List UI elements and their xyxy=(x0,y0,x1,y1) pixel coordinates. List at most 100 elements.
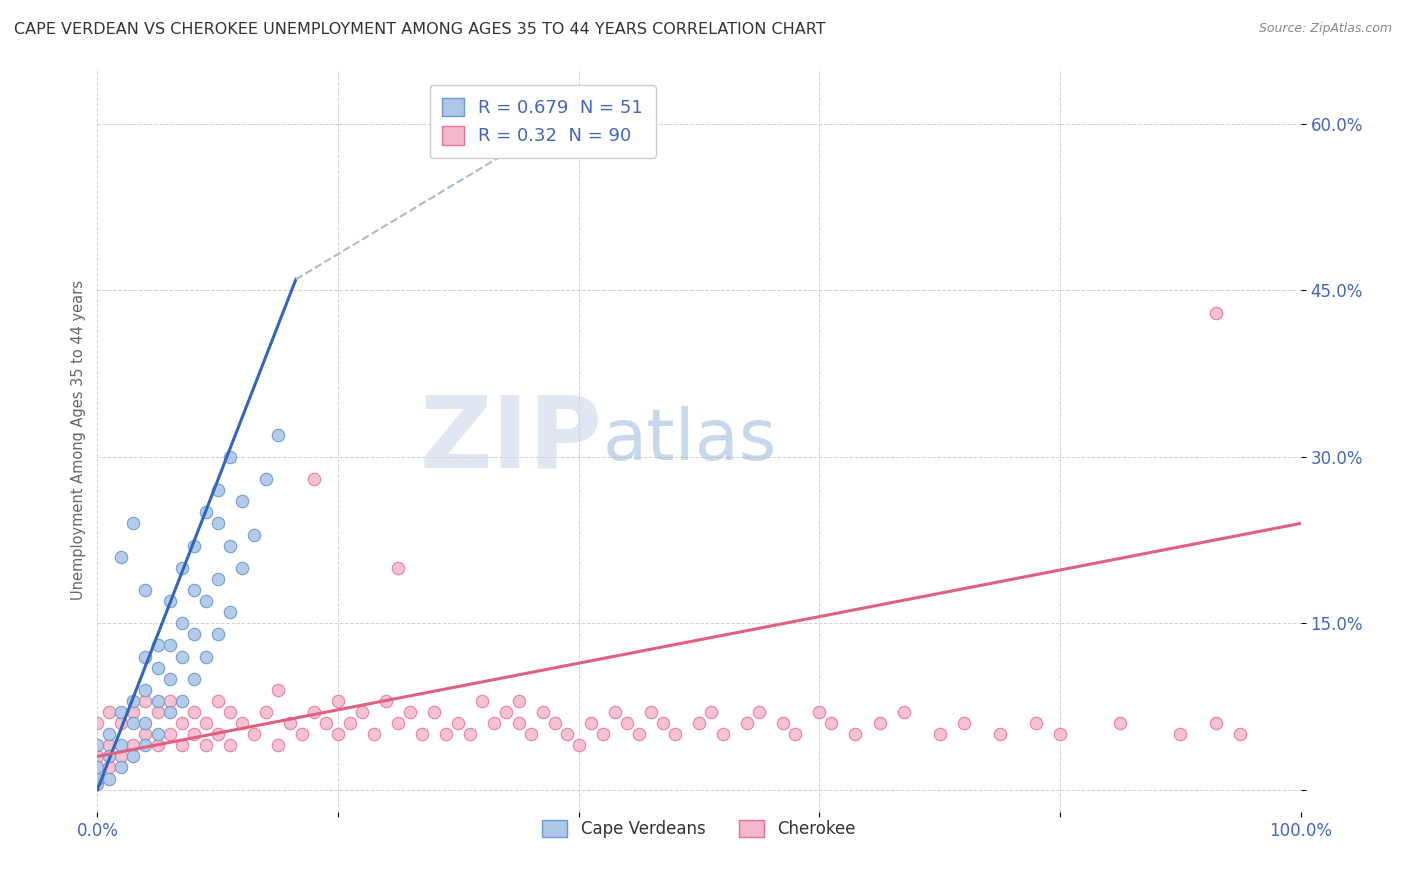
Point xyxy=(1205,305,1227,319)
Point xyxy=(278,716,301,731)
Point xyxy=(627,727,650,741)
Point xyxy=(110,705,132,719)
Point xyxy=(170,561,193,575)
Point xyxy=(159,705,181,719)
Point xyxy=(543,716,565,731)
Point xyxy=(651,716,673,731)
Point xyxy=(555,727,578,741)
Point xyxy=(170,716,193,731)
Point xyxy=(242,527,264,541)
Point xyxy=(267,739,290,753)
Point xyxy=(194,594,217,608)
Point xyxy=(122,739,145,753)
Point xyxy=(592,727,614,741)
Point xyxy=(110,549,132,564)
Point xyxy=(207,516,229,531)
Point xyxy=(122,516,145,531)
Point xyxy=(519,727,541,741)
Point xyxy=(302,472,325,486)
Point xyxy=(447,716,470,731)
Y-axis label: Unemployment Among Ages 35 to 44 years: Unemployment Among Ages 35 to 44 years xyxy=(72,280,86,600)
Point xyxy=(267,427,290,442)
Point xyxy=(326,694,349,708)
Point xyxy=(218,450,240,464)
Point xyxy=(952,716,974,731)
Point xyxy=(616,716,638,731)
Text: atlas: atlas xyxy=(603,406,778,475)
Point xyxy=(207,572,229,586)
Point xyxy=(218,705,240,719)
Text: ZIP: ZIP xyxy=(420,392,603,489)
Point xyxy=(267,682,290,697)
Point xyxy=(134,682,156,697)
Point xyxy=(134,582,156,597)
Point xyxy=(98,772,121,786)
Point xyxy=(387,716,409,731)
Point xyxy=(183,582,205,597)
Point xyxy=(183,627,205,641)
Point xyxy=(134,694,156,708)
Point xyxy=(254,705,277,719)
Point xyxy=(194,739,217,753)
Point xyxy=(98,760,121,774)
Point xyxy=(86,777,108,791)
Text: Source: ZipAtlas.com: Source: ZipAtlas.com xyxy=(1258,22,1392,36)
Point xyxy=(218,739,240,753)
Point xyxy=(471,694,494,708)
Point xyxy=(339,716,361,731)
Point xyxy=(110,760,132,774)
Point xyxy=(183,727,205,741)
Point xyxy=(159,694,181,708)
Point xyxy=(218,605,240,619)
Point xyxy=(484,716,506,731)
Point xyxy=(711,727,734,741)
Point xyxy=(183,705,205,719)
Point xyxy=(110,739,132,753)
Point xyxy=(1109,716,1132,731)
Point xyxy=(110,749,132,764)
Point xyxy=(86,760,108,774)
Point xyxy=(315,716,337,731)
Point xyxy=(86,772,108,786)
Point xyxy=(134,649,156,664)
Point xyxy=(183,539,205,553)
Point xyxy=(375,694,398,708)
Point xyxy=(568,739,591,753)
Point xyxy=(159,594,181,608)
Point xyxy=(98,749,121,764)
Point xyxy=(207,627,229,641)
Point xyxy=(231,494,253,508)
Point xyxy=(242,727,264,741)
Point xyxy=(748,705,770,719)
Point xyxy=(531,705,554,719)
Point xyxy=(664,727,686,741)
Point xyxy=(363,727,385,741)
Point xyxy=(291,727,314,741)
Point xyxy=(122,694,145,708)
Point xyxy=(844,727,866,741)
Point xyxy=(399,705,422,719)
Legend: Cape Verdeans, Cherokee: Cape Verdeans, Cherokee xyxy=(536,813,862,845)
Point xyxy=(254,472,277,486)
Point xyxy=(159,727,181,741)
Point xyxy=(869,716,891,731)
Text: CAPE VERDEAN VS CHEROKEE UNEMPLOYMENT AMONG AGES 35 TO 44 YEARS CORRELATION CHAR: CAPE VERDEAN VS CHEROKEE UNEMPLOYMENT AM… xyxy=(14,22,825,37)
Point xyxy=(603,705,626,719)
Point xyxy=(98,705,121,719)
Point xyxy=(134,727,156,741)
Point xyxy=(86,749,108,764)
Point xyxy=(170,649,193,664)
Point xyxy=(218,539,240,553)
Point xyxy=(170,616,193,631)
Point xyxy=(302,705,325,719)
Point xyxy=(146,639,169,653)
Point xyxy=(1049,727,1071,741)
Point xyxy=(508,716,530,731)
Point xyxy=(434,727,457,741)
Point xyxy=(640,705,662,719)
Point xyxy=(146,660,169,674)
Point xyxy=(183,672,205,686)
Point xyxy=(86,739,108,753)
Point xyxy=(772,716,794,731)
Point xyxy=(207,483,229,497)
